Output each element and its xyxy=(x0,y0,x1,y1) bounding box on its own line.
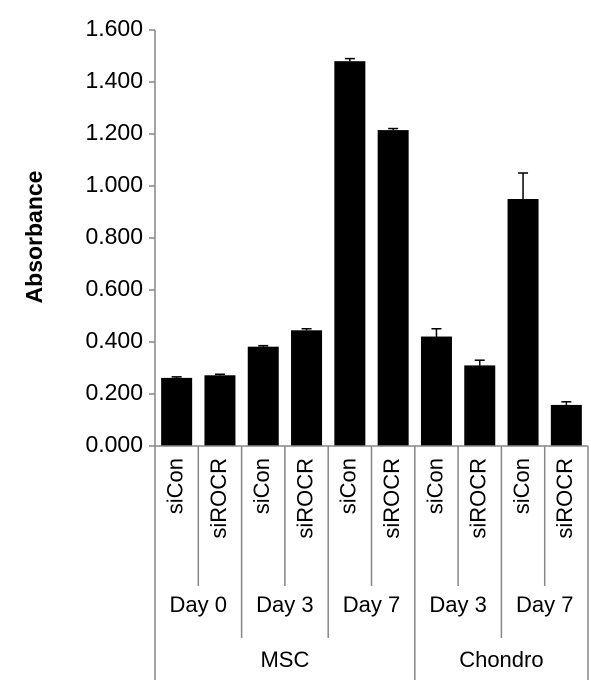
category-label: siCon xyxy=(336,458,361,514)
bar xyxy=(377,130,409,446)
group-label: Day 0 xyxy=(170,592,227,617)
y-tick-label: 1.400 xyxy=(85,67,143,93)
y-tick-label: 1.200 xyxy=(85,119,143,145)
group-label: Day 7 xyxy=(343,592,400,617)
category-label: siROCR xyxy=(206,458,231,539)
category-label: siROCR xyxy=(466,458,491,539)
y-tick-label: 0.600 xyxy=(85,275,143,301)
bar xyxy=(334,61,366,446)
bar xyxy=(291,330,323,446)
category-label: siROCR xyxy=(292,458,317,539)
category-label: siROCR xyxy=(379,458,404,539)
bar xyxy=(550,404,582,446)
x-axis-labels: siCon siROCR siCon siROCR siCon siROCR siCon si… xyxy=(154,446,589,680)
y-tick-label: 0.800 xyxy=(85,223,143,249)
category-label: siCon xyxy=(249,458,274,514)
group-label: Day 3 xyxy=(256,592,313,617)
y-tick-label: 1.000 xyxy=(85,171,143,197)
category-label: siCon xyxy=(509,458,534,514)
group-label: Day 3 xyxy=(429,592,486,617)
y-tick-label: 1.600 xyxy=(85,15,143,41)
y-axis-title: Absorbance xyxy=(21,171,47,304)
bar xyxy=(204,375,236,446)
category-label: siCon xyxy=(422,458,447,514)
bar xyxy=(507,199,539,446)
y-axis-ticks: 0.000 0.200 0.400 0.600 0.800 1.000 1.200 1.400… xyxy=(85,15,155,457)
bar xyxy=(161,377,193,446)
category-label: siCon xyxy=(162,458,187,514)
y-tick-label: 0.000 xyxy=(85,431,143,457)
super-group-label: Chondro xyxy=(459,647,543,672)
y-tick-label: 0.200 xyxy=(85,379,143,405)
super-group-label: MSC xyxy=(260,647,309,672)
bar xyxy=(464,365,496,446)
bar xyxy=(247,346,279,446)
group-label: Day 7 xyxy=(516,592,573,617)
category-label: siROCR xyxy=(552,458,577,539)
y-tick-label: 0.400 xyxy=(85,327,143,353)
bars xyxy=(161,57,582,446)
bar xyxy=(420,336,452,446)
